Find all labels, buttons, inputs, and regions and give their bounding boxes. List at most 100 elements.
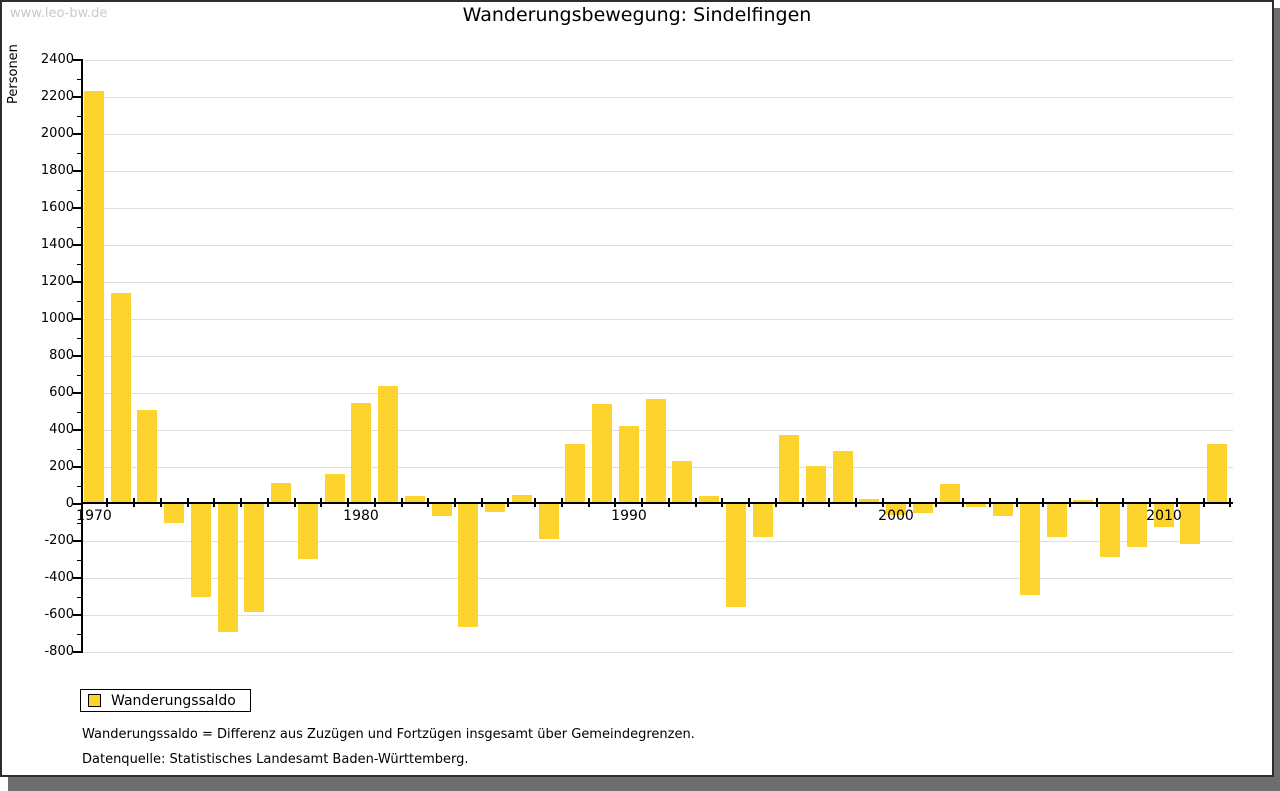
gridline-2400	[82, 60, 1233, 61]
x-tick-2006-2007	[1069, 498, 1071, 507]
gridline--600	[82, 615, 1233, 616]
y-tick-1600	[73, 207, 82, 209]
y-tick--600	[73, 614, 82, 616]
bar-1995	[753, 504, 773, 537]
x-axis-label-2000: 2000	[878, 508, 914, 524]
y-axis-label-1800: 1800	[40, 163, 74, 178]
y-tick-1400	[73, 244, 82, 246]
y-axis-label-1600: 1600	[40, 200, 74, 215]
y-axis-title: Personen	[6, 44, 21, 104]
y-tick--800	[73, 651, 82, 653]
y-axis-label-2400: 2400	[40, 52, 74, 67]
y-tick--500	[77, 597, 82, 598]
bar-2012	[1207, 444, 1227, 504]
y-tick-1900	[77, 153, 82, 154]
drop-shadow-bottom	[8, 777, 1280, 791]
bar-1981	[378, 386, 398, 504]
x-tick-1992-1993	[695, 498, 697, 507]
y-axis-label-2200: 2200	[40, 89, 74, 104]
x-tick-2011-2012	[1203, 498, 1205, 507]
y-tick-700	[77, 375, 82, 376]
bar-1976	[244, 504, 264, 612]
x-tick-1973-1974	[187, 498, 189, 507]
bar-1989	[592, 404, 612, 504]
x-tick-1982-1983	[427, 498, 429, 507]
bar-1972	[137, 410, 157, 504]
bar-2006	[1047, 504, 1067, 537]
bar-1983	[432, 504, 452, 516]
x-tick-2000-2001	[909, 498, 911, 507]
bar-1996	[779, 435, 799, 504]
x-tick-2005-2006	[1042, 498, 1044, 507]
bar-2002	[940, 484, 960, 504]
bar-1992	[672, 461, 692, 504]
y-tick-1100	[77, 301, 82, 302]
x-tick-1988-1989	[588, 498, 590, 507]
x-tick-2007-2008	[1096, 498, 1098, 507]
y-axis-label-400: 400	[49, 422, 74, 437]
bar-1999	[859, 499, 879, 504]
y-axis-label-1000: 1000	[40, 311, 74, 326]
x-tick-2002-2003	[962, 498, 964, 507]
y-tick-800	[73, 355, 82, 357]
bar-2003	[966, 504, 986, 507]
x-tick-2012-2013	[1229, 498, 1231, 507]
y-tick-600	[73, 392, 82, 394]
y-axis-label-800: 800	[49, 348, 74, 363]
y-axis-label--600: -600	[44, 607, 74, 622]
gridline-800	[82, 356, 1233, 357]
x-axis-label-1970: 1970	[76, 508, 112, 524]
bar-2009	[1127, 504, 1147, 547]
bar-1984	[458, 504, 478, 627]
y-axis-label-1400: 1400	[40, 237, 74, 252]
x-axis-label-1990: 1990	[611, 508, 647, 524]
x-tick-1986-1987	[534, 498, 536, 507]
bar-1985	[485, 504, 505, 512]
y-tick-1200	[73, 281, 82, 283]
x-axis-line	[81, 502, 1233, 504]
bar-2004	[993, 504, 1013, 516]
y-axis-label-200: 200	[49, 459, 74, 474]
bar-1977	[271, 483, 291, 504]
bar-1997	[806, 466, 826, 504]
x-tick-2009-2010	[1149, 498, 1151, 507]
bar-1991	[646, 399, 666, 504]
bar-1974	[191, 504, 211, 597]
bar-1970	[84, 91, 104, 504]
gridline-1600	[82, 208, 1233, 209]
y-tick-2200	[73, 96, 82, 98]
footnote-definition: Wanderungssaldo = Differenz aus Zuzügen …	[82, 727, 695, 742]
x-tick-1991-1992	[668, 498, 670, 507]
legend: Wanderungssaldo	[80, 689, 251, 712]
y-tick-2400	[73, 59, 82, 61]
y-tick-900	[77, 338, 82, 339]
y-axis-label--800: -800	[44, 644, 74, 659]
gridline--200	[82, 541, 1233, 542]
y-tick-1300	[77, 264, 82, 265]
gridline-1400	[82, 245, 1233, 246]
gridline-1800	[82, 171, 1233, 172]
y-tick--400	[73, 577, 82, 579]
gridline-600	[82, 393, 1233, 394]
x-tick-2004-2005	[1016, 498, 1018, 507]
bar-1980	[351, 403, 371, 504]
bar-2010	[1154, 504, 1174, 527]
y-axis-label-2000: 2000	[40, 126, 74, 141]
gridline-2200	[82, 97, 1233, 98]
x-tick-1976-1977	[267, 498, 269, 507]
y-tick--700	[77, 634, 82, 635]
y-tick--300	[77, 560, 82, 561]
y-axis-line	[81, 59, 83, 653]
x-tick-1983-1984	[454, 498, 456, 507]
x-axis-label-1980: 1980	[343, 508, 379, 524]
x-tick-1989-1990	[614, 498, 616, 507]
legend-label: Wanderungssaldo	[111, 692, 236, 709]
x-tick-1995-1996	[775, 498, 777, 507]
bar-1986	[512, 495, 532, 504]
drop-shadow-right	[1274, 8, 1280, 791]
bar-2011	[1180, 504, 1200, 544]
y-tick-2000	[73, 133, 82, 135]
chart-title: Wanderungsbewegung: Sindelfingen	[462, 4, 812, 26]
bar-2001	[913, 504, 933, 513]
